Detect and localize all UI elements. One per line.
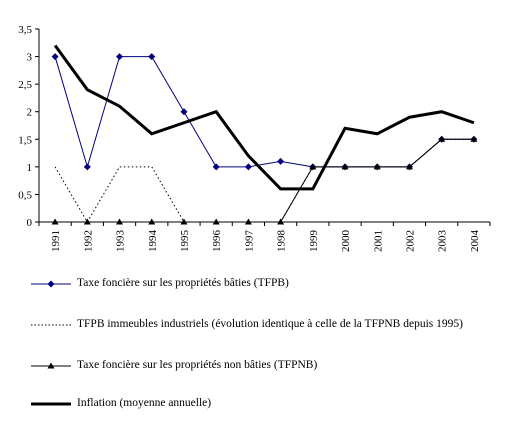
x-tick-label: 1999 [308,230,320,253]
diamond-point [83,163,91,171]
y-tick-label: 0,5 [18,189,32,201]
triangle-point [470,135,478,142]
x-tick-label: 2001 [372,230,384,252]
triangle-point [83,218,91,225]
y-tick-label: 2 [27,107,33,119]
triangle-point [405,163,413,170]
x-tick-label: 1991 [50,230,62,252]
x-tick-label: 1992 [82,230,94,252]
x-tick-labels: 1991 1992 1993 1994 1995 1996 1997 1998 1999 2000… [50,230,481,253]
y-tick-labels: 0 0,5 1 1,5 2 2,5 3 3,5 [18,24,32,229]
legend-symbol-triangle-line [31,362,71,369]
x-tick-label: 2003 [437,230,449,253]
y-tick-label: 1,5 [18,134,32,146]
x-tick-label: 1993 [115,230,127,253]
triangle-point [277,218,285,225]
x-tick-label: 1995 [179,230,191,253]
x-tick-label: 2002 [404,230,416,252]
y-tick-label: 1 [27,162,33,174]
triangle-point [148,218,156,225]
y-tick-label: 2,5 [18,79,32,91]
triangle-point [244,218,252,225]
x-tick-label: 1997 [243,230,255,253]
diamond-point [277,157,285,165]
x-tick-label: 2000 [340,230,352,253]
triangle-point [51,218,59,225]
diamond-point [244,163,252,171]
diamond-point [51,53,59,61]
legend-symbol-dotted-line [31,324,71,326]
legend-label-tfpb-industriels: TFPB immeubles industriels (évolution id… [77,318,463,330]
series-line-3 [53,44,475,191]
legend-label-inflation: Inflation (moyenne annuelle) [77,397,212,409]
legend-label-tfpb: Taxe foncière sur les propriétés bâties … [77,277,289,289]
triangle-point [116,218,124,225]
x-tick-label: 1996 [211,230,223,253]
series-line-2 [55,138,474,223]
y-tick-label: 3,5 [18,24,32,36]
triangle-point [309,163,317,170]
triangle-point [438,135,446,142]
legend-label-tfpnb: Taxe foncière sur les propriétés non bât… [77,359,318,371]
plot-area [51,44,478,225]
diamond-point [212,163,220,171]
triangle-point [180,218,188,225]
diamond-point [180,108,188,116]
x-tick-label: 1998 [276,230,288,253]
diamond-point [116,53,124,61]
triangle-point [373,163,381,170]
y-tick-label: 3 [27,52,33,64]
legend-symbol-diamond-line [31,280,71,288]
triangle-point [212,218,220,225]
diamond-point [148,53,156,61]
x-tick-label: 1994 [147,230,159,253]
triangle-point [341,163,349,170]
x-tick-label: 2004 [469,230,481,253]
legend-symbol-thick-line [31,402,71,406]
y-tick-label: 0 [27,217,33,229]
